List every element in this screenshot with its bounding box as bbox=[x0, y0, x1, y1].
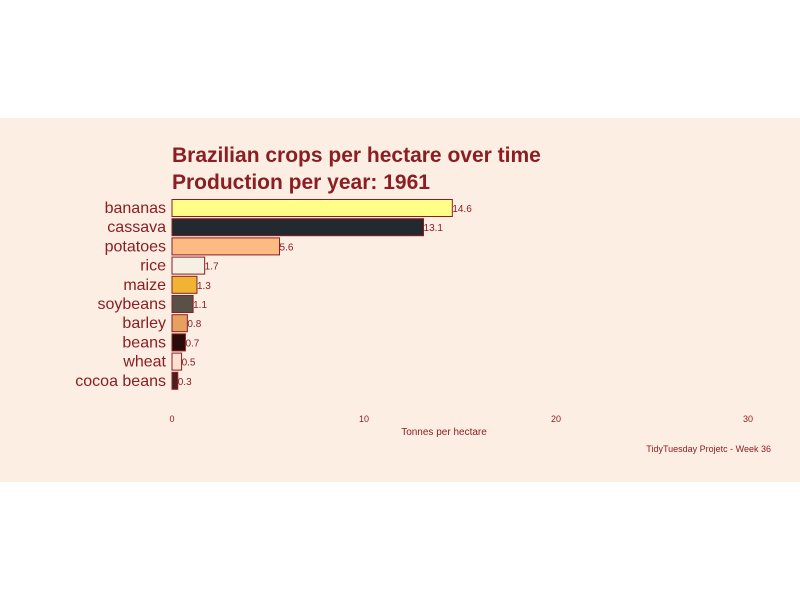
value-labels: 14.6 13.1 5.6 1.7 1.3 1.1 0.8 0.7 0.5 0.3 bbox=[178, 204, 472, 388]
x-tick-label: 10 bbox=[359, 414, 369, 424]
category-labels: bananas cassava potatoes rice maize soybeans b… bbox=[75, 200, 166, 390]
bars-group bbox=[171, 199, 453, 390]
bar-wheat bbox=[171, 352, 183, 371]
bar-rice bbox=[171, 256, 206, 275]
bar-beans bbox=[171, 333, 186, 352]
value-label: 0.3 bbox=[178, 377, 192, 388]
value-label: 14.6 bbox=[452, 204, 472, 215]
bar-soybeans bbox=[171, 295, 194, 313]
value-label: 1.3 bbox=[197, 281, 211, 292]
bar-cassava bbox=[171, 218, 425, 237]
chart-caption: TidyTuesday Projetc - Week 36 bbox=[646, 444, 771, 454]
value-label: 0.7 bbox=[185, 338, 199, 349]
category-label: rice bbox=[140, 258, 166, 275]
x-axis-title: Tonnes per hectare bbox=[401, 427, 487, 438]
bar-barley bbox=[171, 314, 188, 333]
value-label: 1.1 bbox=[193, 300, 207, 311]
chart-subtitle: Production per year: 1961 bbox=[172, 171, 430, 194]
bar-cocoa-beans bbox=[171, 371, 179, 390]
x-axis-ticks: 0 10 20 30 bbox=[169, 414, 753, 424]
value-label: 0.8 bbox=[187, 319, 201, 330]
category-label: potatoes bbox=[105, 238, 166, 255]
chart-panel bbox=[0, 118, 800, 482]
value-label: 0.5 bbox=[182, 358, 196, 369]
x-tick-label: 30 bbox=[743, 414, 753, 424]
category-label: cocoa beans bbox=[75, 373, 166, 390]
x-tick-label: 20 bbox=[551, 414, 561, 424]
category-label: barley bbox=[122, 315, 166, 332]
category-label: maize bbox=[123, 277, 166, 294]
category-label: soybeans bbox=[98, 296, 167, 313]
chart-title: Brazilian crops per hectare over time bbox=[172, 144, 541, 167]
value-label: 5.6 bbox=[280, 242, 294, 253]
category-label: bananas bbox=[105, 200, 166, 217]
x-tick-label: 0 bbox=[169, 414, 174, 424]
value-label: 13.1 bbox=[424, 223, 444, 234]
bar-maize bbox=[171, 275, 198, 294]
bar-potatoes bbox=[171, 237, 281, 256]
value-label: 1.7 bbox=[205, 262, 219, 273]
category-label: wheat bbox=[122, 354, 166, 371]
category-label: cassava bbox=[107, 219, 166, 236]
category-label: beans bbox=[122, 334, 166, 351]
bar-bananas bbox=[171, 199, 453, 217]
